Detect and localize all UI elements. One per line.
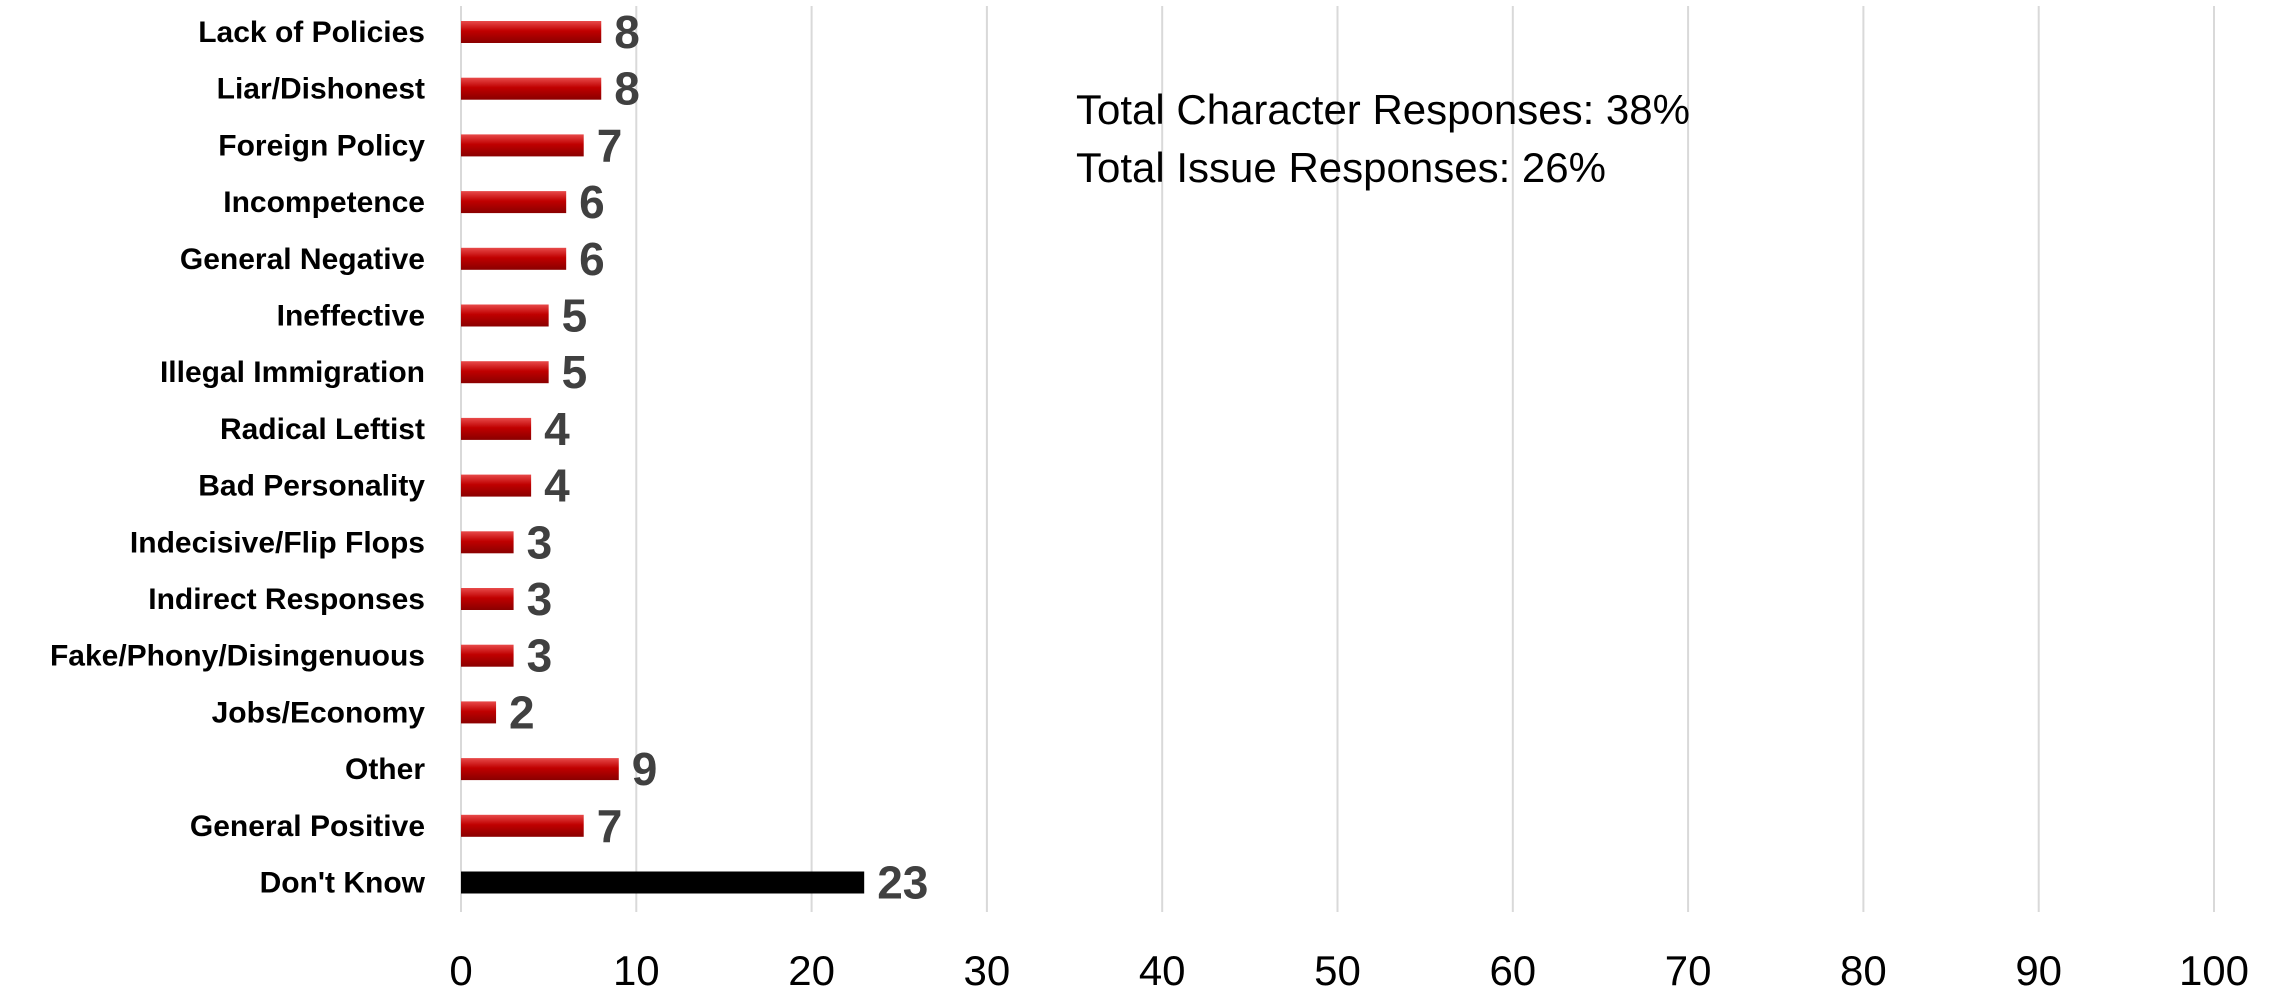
data-label: 8 [614, 63, 640, 115]
data-label: 7 [597, 800, 623, 852]
category-label: Lack of Policies [198, 16, 425, 49]
x-tick-label: 40 [1139, 947, 1186, 994]
x-tick-label: 10 [613, 947, 660, 994]
category-label: Fake/Phony/Disingenuous [50, 640, 425, 673]
gridlines [460, 6, 2215, 912]
bar [461, 191, 567, 214]
x-tick-label: 80 [1840, 947, 1887, 994]
data-label: 8 [614, 6, 640, 58]
data-label: 5 [562, 290, 588, 342]
data-label: 6 [579, 233, 605, 285]
category-label: Liar/Dishonest [217, 73, 425, 106]
bar [461, 531, 514, 554]
bar [461, 77, 602, 100]
x-axis-ticks: 0 10 20 30 40 50 60 70 80 90 100 [449, 947, 2249, 994]
x-tick-label: 90 [2015, 947, 2062, 994]
x-tick-label: 70 [1665, 947, 1712, 994]
category-label: Other [345, 753, 425, 786]
data-label: 3 [527, 516, 553, 568]
annotation-issue-responses: Total Issue Responses: 26% [1076, 144, 1606, 191]
bar [461, 871, 865, 894]
bar [461, 644, 514, 667]
data-label: 4 [544, 460, 570, 512]
category-label: Illegal Immigration [160, 356, 425, 389]
x-tick-label: 0 [449, 947, 472, 994]
bar [461, 417, 532, 440]
annotation-character-responses: Total Character Responses: 38% [1076, 86, 1690, 133]
bar [461, 304, 549, 327]
data-label: 9 [632, 743, 658, 795]
data-label: 3 [527, 630, 553, 682]
bar [461, 474, 532, 497]
bar [461, 814, 584, 837]
x-tick-label: 20 [788, 947, 835, 994]
category-label: Don't Know [260, 867, 426, 900]
x-tick-label: 60 [1489, 947, 1536, 994]
bar [461, 21, 602, 43]
data-label: 6 [579, 176, 605, 228]
category-label: Radical Leftist [220, 413, 425, 446]
category-label: Incompetence [223, 186, 425, 219]
category-label: Jobs/Economy [212, 696, 426, 729]
bars [461, 21, 865, 894]
category-label: Ineffective [277, 300, 425, 333]
data-label: 23 [877, 857, 928, 909]
bar [461, 758, 619, 781]
x-tick-label: 30 [964, 947, 1011, 994]
bar [461, 701, 497, 724]
bar [461, 247, 567, 270]
bar [461, 134, 584, 157]
category-label: Indirect Responses [148, 583, 425, 616]
category-label: General Negative [180, 243, 425, 276]
category-label: Indecisive/Flip Flops [130, 526, 425, 559]
data-label: 5 [562, 346, 588, 398]
bar [461, 588, 514, 610]
category-labels: Lack of Policies Liar/Dishonest Foreign Po… [50, 16, 426, 900]
data-label: 3 [527, 573, 553, 625]
x-tick-label: 50 [1314, 947, 1361, 994]
bar [461, 361, 549, 384]
category-label: Bad Personality [198, 470, 425, 503]
category-label: Foreign Policy [218, 129, 425, 162]
category-label: General Positive [190, 810, 425, 843]
data-label: 2 [509, 686, 535, 738]
data-label: 7 [597, 119, 623, 171]
x-tick-label: 100 [2179, 947, 2249, 994]
data-label: 4 [544, 403, 570, 455]
